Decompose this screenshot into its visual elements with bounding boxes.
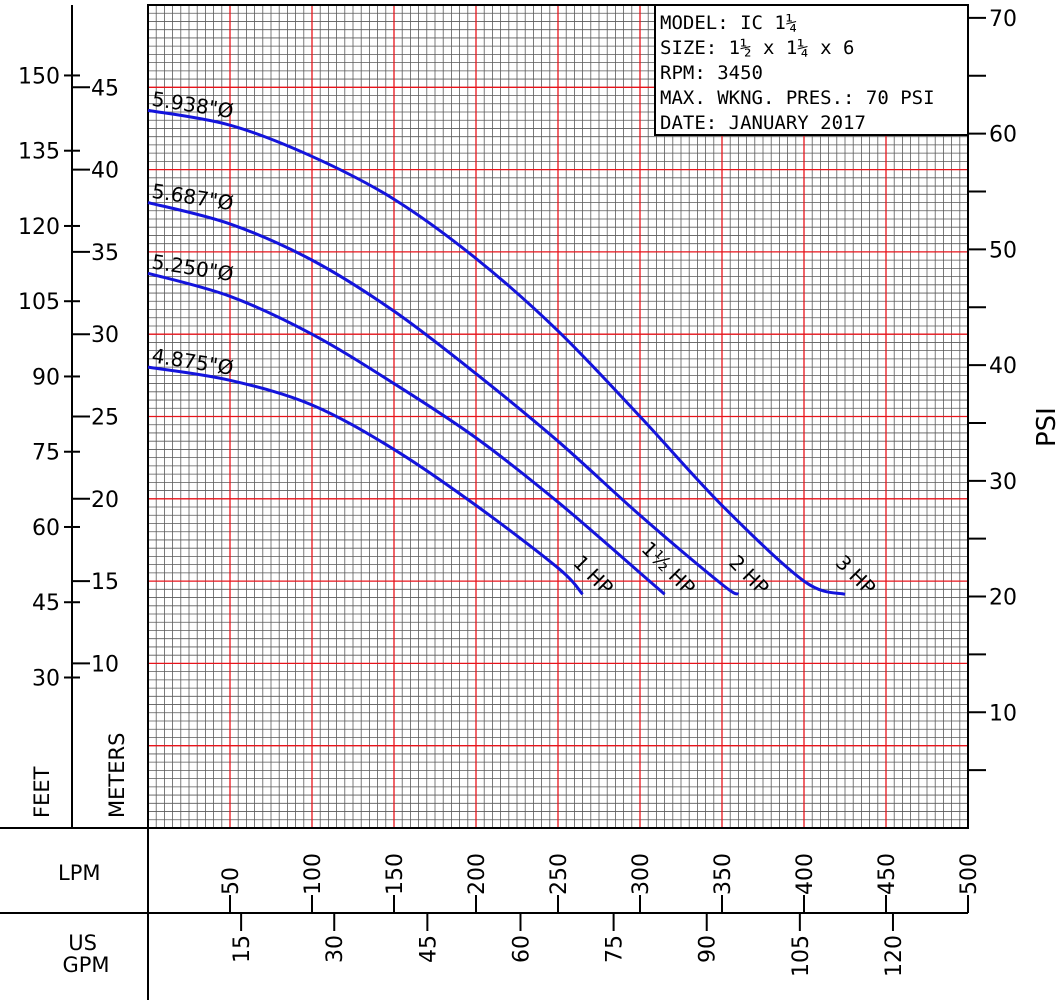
gpm-tick-label: 30 [323,935,348,963]
feet-tick-label: 120 [18,215,60,240]
axis-ticks: 30 45 60 75 90 105 120 135 150 10 15 20 25 30 35 40 45 10… [18,7,1017,977]
meters-tick-label: 10 [91,652,119,677]
meters-tick-label: 35 [91,241,119,266]
feet-tick-label: 45 [32,591,60,616]
lpm-tick-label: 400 [793,853,818,895]
feet-tick-label: 135 [18,140,60,165]
gpm-tick-label: 75 [603,935,628,963]
lpm-tick-label: 100 [301,853,326,895]
feet-tick-label: 30 [32,666,60,691]
gpm-tick-label: 60 [509,935,534,963]
meters-tick-label: 25 [91,406,119,431]
info-rpm: RPM: 3450 [660,62,763,84]
meters-tick-label: 30 [91,323,119,348]
feet-tick-label: 105 [18,290,60,315]
info-box: MODEL: IC 1¼ SIZE: 1½ x 1¼ x 6 RPM: 3450… [654,4,969,136]
curve-line [147,201,740,596]
info-date: DATE: JANUARY 2017 [660,112,866,134]
curve-hp-label: 1½ HP [637,536,700,599]
gpm-tick-label: 45 [416,935,441,963]
meters-tick-label: 45 [91,76,119,101]
lpm-tick-label: 350 [711,853,736,895]
psi-tick-label: 60 [989,123,1017,148]
curve-diameter-label: 5.687"Ø [150,179,235,216]
gpm-tick-label: 15 [230,935,255,963]
meters-tick-label: 20 [91,488,119,513]
lpm-tick-label: 300 [629,853,654,895]
psi-tick-label: 30 [989,470,1017,495]
gpm-tick-label: 120 [882,935,907,977]
meters-tick-label: 15 [91,570,119,595]
lpm-tick-label: 500 [957,853,982,895]
lpm-tick-label: 200 [465,853,490,895]
psi-tick-label: 10 [989,701,1017,726]
psi-tick-label: 40 [989,354,1017,379]
curve-hp-label: 1 HP [568,550,618,600]
performance-curves: 5.938"Ø3 HP5.687"Ø2 HP5.250"Ø1½ HP4.875"… [147,87,880,600]
lpm-tick-label: 50 [219,867,244,895]
info-model: MODEL: IC 1¼ [660,12,797,34]
info-pressure: MAX. WKNG. PRES.: 70 PSI [660,87,935,109]
psi-tick-label: 70 [989,7,1017,32]
lpm-tick-label: 150 [383,853,408,895]
lpm-axis-label: LPM [58,861,100,885]
psi-tick-label: 50 [989,238,1017,263]
psi-axis-label: PSI [1032,407,1061,447]
meters-axis-label: METERS [105,733,129,818]
curve-line [147,108,846,596]
info-size: SIZE: 1½ x 1¼ x 6 [660,37,854,59]
psi-tick-label: 20 [989,586,1017,611]
gpm-tick-label: 90 [696,935,721,963]
lpm-tick-label: 450 [875,853,900,895]
curve-line [147,365,584,596]
feet-tick-label: 90 [32,365,60,390]
feet-tick-label: 150 [18,64,60,89]
lpm-tick-label: 250 [547,853,572,895]
curve-diameter-label: 5.250"Ø [150,250,235,287]
gpm-axis-label: US GPM [62,931,109,977]
feet-tick-label: 60 [32,516,60,541]
curve-line [147,271,666,596]
gpm-tick-label: 105 [789,935,814,977]
feet-axis-label: FEET [30,766,54,818]
major-grid [148,5,968,828]
feet-tick-label: 75 [32,441,60,466]
meters-tick-label: 40 [91,159,119,184]
